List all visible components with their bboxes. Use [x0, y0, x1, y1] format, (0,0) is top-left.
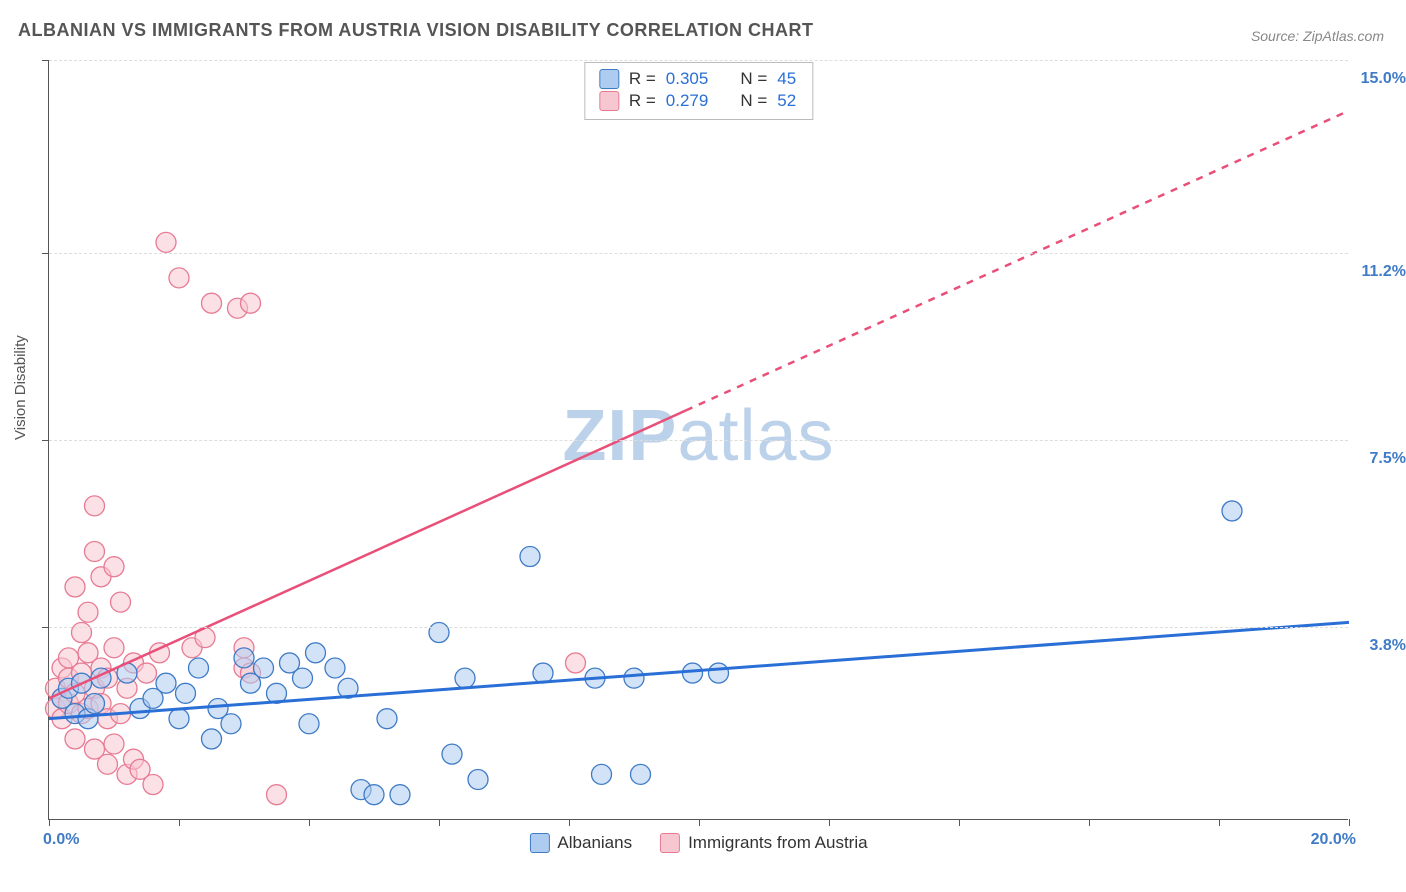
data-point — [85, 496, 105, 516]
y-tick — [42, 253, 49, 254]
data-point — [468, 769, 488, 789]
data-point — [377, 709, 397, 729]
x-tick — [1089, 819, 1090, 826]
x-tick — [569, 819, 570, 826]
data-point — [72, 623, 92, 643]
x-tick — [179, 819, 180, 826]
data-point — [306, 643, 326, 663]
data-point — [390, 785, 410, 805]
chart-title: ALBANIAN VS IMMIGRANTS FROM AUSTRIA VISI… — [18, 20, 814, 41]
y-tick-label: 15.0% — [1361, 70, 1406, 88]
stats-row: R =0.279N =52 — [599, 91, 798, 111]
data-point — [429, 623, 449, 643]
data-point — [709, 663, 729, 683]
data-point — [104, 734, 124, 754]
gridline — [49, 627, 1348, 628]
legend-label: Immigrants from Austria — [688, 833, 868, 853]
data-point — [455, 668, 475, 688]
x-min-label: 0.0% — [43, 831, 79, 849]
data-point — [325, 658, 345, 678]
gridline — [49, 440, 1348, 441]
legend: Albanians Immigrants from Austria — [529, 833, 867, 853]
data-point — [1222, 501, 1242, 521]
data-point — [592, 764, 612, 784]
data-point — [364, 785, 384, 805]
stats-box: R =0.305N =45R =0.279N =52 — [584, 62, 813, 120]
data-point — [299, 714, 319, 734]
data-point — [202, 293, 222, 313]
x-tick — [699, 819, 700, 826]
x-tick — [1219, 819, 1220, 826]
series-swatch — [599, 69, 619, 89]
x-tick — [309, 819, 310, 826]
legend-item: Immigrants from Austria — [660, 833, 868, 853]
series-swatch — [599, 91, 619, 111]
data-point — [85, 541, 105, 561]
gridline — [49, 253, 1348, 254]
data-point — [156, 232, 176, 252]
y-tick — [42, 440, 49, 441]
x-tick — [1349, 819, 1350, 826]
x-tick — [49, 819, 50, 826]
data-point — [566, 653, 586, 673]
data-point — [442, 744, 462, 764]
data-point — [143, 775, 163, 795]
x-tick — [439, 819, 440, 826]
y-tick — [42, 627, 49, 628]
data-point — [65, 729, 85, 749]
y-axis-label: Vision Disability — [12, 335, 29, 440]
data-point — [520, 547, 540, 567]
legend-swatch — [660, 833, 680, 853]
data-point — [169, 268, 189, 288]
x-max-label: 20.0% — [1311, 831, 1356, 849]
data-point — [104, 557, 124, 577]
data-point — [156, 673, 176, 693]
data-point — [267, 785, 287, 805]
legend-item: Albanians — [529, 833, 632, 853]
data-point — [683, 663, 703, 683]
data-point — [137, 663, 157, 683]
y-tick-label: 7.5% — [1370, 450, 1406, 468]
source-attribution: Source: ZipAtlas.com — [1251, 28, 1384, 44]
gridline — [49, 60, 1348, 61]
plot-area: ZIPatlas R =0.305N =45R =0.279N =52 Alba… — [48, 60, 1348, 820]
data-point — [65, 577, 85, 597]
data-point — [111, 592, 131, 612]
stats-row: R =0.305N =45 — [599, 69, 798, 89]
y-tick-label: 3.8% — [1370, 637, 1406, 655]
data-point — [189, 658, 209, 678]
data-point — [78, 602, 98, 622]
legend-label: Albanians — [557, 833, 632, 853]
data-point — [631, 764, 651, 784]
data-point — [98, 754, 118, 774]
x-tick — [829, 819, 830, 826]
data-point — [254, 658, 274, 678]
data-point — [234, 648, 254, 668]
data-point — [176, 683, 196, 703]
y-tick — [42, 60, 49, 61]
legend-swatch — [529, 833, 549, 853]
data-point — [293, 668, 313, 688]
data-point — [202, 729, 222, 749]
data-point — [169, 709, 189, 729]
data-point — [241, 293, 261, 313]
data-point — [624, 668, 644, 688]
data-point — [104, 638, 124, 658]
data-point — [85, 693, 105, 713]
x-tick — [959, 819, 960, 826]
data-point — [221, 714, 241, 734]
y-tick-label: 11.2% — [1362, 263, 1406, 281]
